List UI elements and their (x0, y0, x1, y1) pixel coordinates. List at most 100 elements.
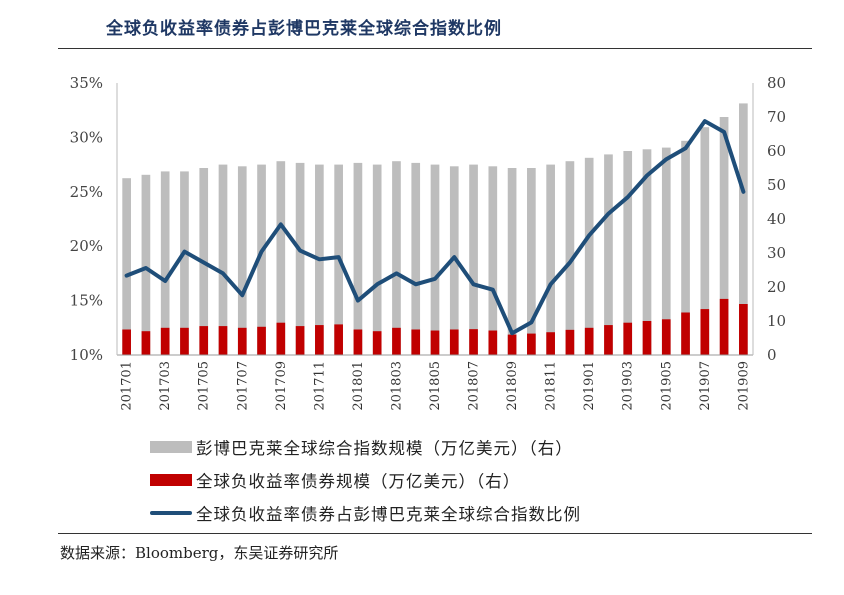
negative-bar (334, 324, 343, 355)
index-bar (353, 162, 363, 355)
negative-bar (642, 321, 652, 355)
ratio-line (124, 119, 746, 336)
x-tick-label: 201709 (274, 361, 289, 411)
y-right-tick-label: 50 (767, 176, 786, 194)
y-right-tick-label: 10 (767, 312, 786, 330)
x-tick-label: 201905 (659, 361, 674, 411)
y-left-tick-label: 15% (70, 292, 103, 310)
index-bar (719, 117, 729, 355)
negative-bar (276, 322, 286, 355)
index-bar (449, 166, 459, 355)
y-left-tick-label: 10% (70, 346, 103, 364)
y-right-tick-label: 30 (767, 244, 786, 262)
bottom-divider (58, 533, 812, 534)
negative-bar (122, 329, 131, 355)
legend-swatch-ratio (150, 510, 192, 515)
index-bar (623, 151, 633, 355)
index-bar (661, 147, 671, 355)
index-bar (565, 161, 575, 355)
y-right-tick-label: 60 (767, 142, 786, 160)
negative-bar (719, 298, 729, 355)
index-bar (739, 103, 748, 356)
negative-bar (411, 329, 421, 355)
y-right-tick-label: 70 (767, 108, 786, 126)
index-bars (122, 103, 748, 356)
negative-bar (449, 329, 459, 355)
y-left-tick-label: 30% (70, 128, 103, 146)
y-left-tick-label: 35% (70, 74, 103, 92)
y-right-tick-label: 80 (767, 74, 786, 92)
legend-item-index: 彭博巴克莱全球综合指数规模（万亿美元）（右） (150, 430, 581, 463)
negative-bar (527, 333, 536, 355)
negative-bar (661, 319, 671, 355)
negative-bar (604, 325, 613, 355)
negative-bar (681, 312, 690, 355)
index-bar (430, 164, 440, 355)
tick-labels: 10% 15% 20% 25% 30% 35% 0 10 20 30 40 50 60 70 80 20170… (70, 74, 786, 411)
y-right-tick-label: 20 (767, 278, 786, 296)
x-tick-label: 201907 (698, 361, 713, 411)
negative-bar (237, 327, 247, 355)
x-tick-label: 201805 (428, 361, 443, 411)
negative-bar (584, 327, 594, 355)
index-bar (160, 171, 170, 355)
negative-bar (565, 329, 575, 355)
negative-bar (488, 330, 498, 355)
negative-bar (392, 327, 401, 355)
negative-bar (295, 326, 305, 355)
negative-bar (469, 329, 478, 355)
y-right-tick-label: 40 (767, 210, 786, 228)
y-left-tick-label: 25% (70, 183, 103, 201)
negative-bar (700, 309, 710, 355)
negative-bar (315, 325, 324, 355)
index-bar (469, 164, 478, 355)
index-bar (604, 154, 613, 355)
y-left-tick-label: 20% (70, 237, 103, 255)
index-bar (372, 164, 382, 355)
index-bar (218, 164, 228, 355)
x-tick-label: 201803 (389, 361, 404, 411)
legend-label-ratio: 全球负收益率债券占彭博巴克莱全球综合指数比例 (196, 504, 581, 524)
negative-bar (141, 331, 151, 355)
negative-bar (430, 330, 440, 355)
x-tick-label: 201701 (120, 361, 135, 411)
x-tick-label: 201705 (197, 361, 212, 411)
x-tick-label: 201711 (312, 361, 327, 411)
negative-yield-bars (122, 298, 748, 355)
negative-bar (546, 332, 555, 355)
negative-bar (257, 326, 266, 355)
x-tick-label: 201811 (544, 361, 559, 411)
negative-bar (353, 329, 363, 355)
source-note: 数据来源：Bloomberg，东吴证券研究所 (60, 544, 339, 562)
index-bar (584, 157, 594, 355)
legend-item-negative: 全球负收益率债券规模（万亿美元）（右） (150, 463, 581, 496)
negative-bar (160, 327, 170, 355)
negative-bar (218, 326, 228, 355)
legend-item-ratio: 全球负收益率债券占彭博巴克莱全球综合指数比例 (150, 496, 581, 529)
negative-bar (507, 334, 517, 355)
x-tick-label: 201707 (235, 361, 250, 411)
index-bar (681, 140, 690, 355)
y-right-tick-label: 0 (767, 346, 777, 364)
index-bar (507, 168, 517, 355)
index-bar (276, 161, 286, 355)
axes (116, 83, 754, 356)
negative-bar (623, 322, 633, 355)
negative-bar (199, 326, 209, 355)
legend-swatch-index (150, 440, 192, 453)
x-tick-label: 201703 (158, 361, 173, 411)
index-bar (488, 166, 498, 355)
x-tick-label: 201901 (582, 361, 597, 411)
index-bar (237, 166, 247, 355)
index-bar (257, 164, 266, 355)
top-divider (58, 48, 812, 49)
negative-bar (180, 327, 189, 355)
x-tick-label: 201807 (467, 361, 482, 411)
x-tick-label: 201909 (736, 361, 751, 411)
x-tick-label: 201809 (505, 361, 520, 411)
legend-swatch-negative (150, 473, 192, 486)
index-bar (411, 162, 421, 355)
index-bar (642, 149, 652, 355)
chart-title: 全球负收益率债券占彭博巴克莱全球综合指数比例 (106, 19, 502, 39)
